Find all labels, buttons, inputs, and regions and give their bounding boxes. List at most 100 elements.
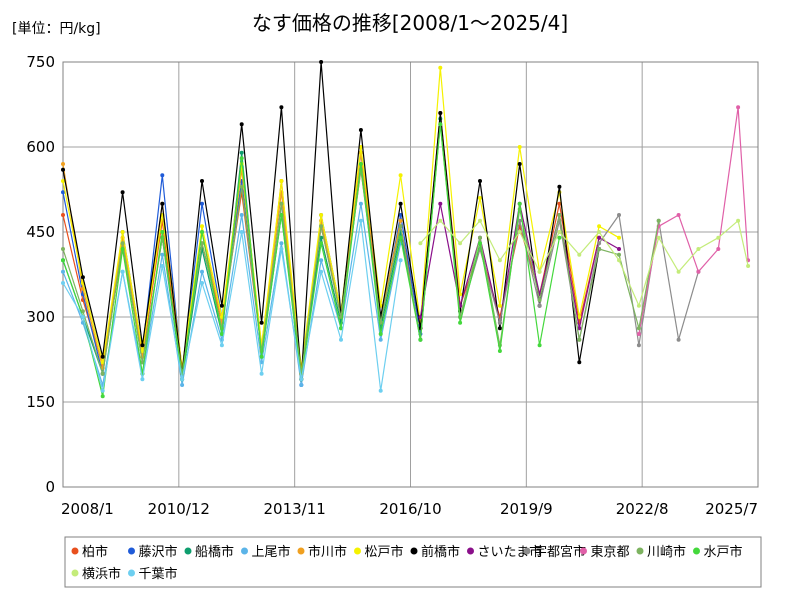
legend-item: 松戸市 — [354, 544, 404, 560]
x-tick-label: 2019/9 — [500, 500, 553, 518]
data-point — [438, 111, 443, 115]
legend-marker — [241, 547, 248, 555]
legend-marker — [467, 547, 474, 555]
x-axis: 2008/1 2010/12 2013/11 2016/10 2019/9 2022/8 2… — [61, 500, 758, 518]
legend-item: 川崎市 — [636, 544, 686, 560]
data-point — [478, 235, 482, 240]
legend-label: さいたま市 — [478, 544, 543, 560]
legend-label: 宇都宮市 — [534, 544, 586, 560]
legend-item: 横浜市 — [71, 566, 121, 582]
series-group — [636, 105, 751, 336]
legend-label: 船橋市 — [195, 544, 234, 560]
data-point — [656, 235, 661, 240]
data-point — [279, 179, 284, 183]
data-point — [160, 252, 165, 257]
data-point — [100, 388, 105, 393]
y-tick-label: 150 — [26, 393, 55, 411]
legend-label: 川崎市 — [647, 544, 686, 560]
data-point — [418, 337, 423, 342]
data-point — [497, 349, 502, 353]
data-point — [617, 252, 621, 257]
data-point — [319, 269, 324, 274]
series-line — [62, 124, 560, 397]
data-point — [319, 60, 324, 64]
data-point — [398, 224, 403, 229]
data-point — [61, 179, 65, 183]
data-point — [319, 224, 324, 229]
data-point — [200, 230, 204, 234]
data-point — [219, 303, 224, 308]
legend-item: 前橋市 — [410, 544, 460, 560]
legend-marker — [523, 547, 531, 555]
data-point — [577, 326, 582, 331]
data-point — [636, 326, 641, 331]
data-point — [458, 320, 463, 325]
legend-item: 宇都宮市 — [523, 544, 586, 560]
data-point — [140, 349, 145, 353]
data-point — [636, 303, 641, 308]
data-point — [160, 201, 165, 206]
data-point — [517, 162, 522, 166]
data-point — [676, 269, 681, 274]
data-point — [676, 337, 681, 342]
data-point — [239, 184, 244, 189]
data-point — [597, 224, 602, 229]
series-line — [62, 124, 660, 374]
data-point — [736, 105, 741, 110]
data-point — [696, 247, 701, 251]
data-point — [200, 281, 204, 285]
data-point — [557, 235, 562, 240]
data-point — [398, 258, 403, 263]
data-point — [636, 343, 641, 348]
data-point — [358, 145, 363, 149]
data-point — [418, 315, 423, 319]
data-point — [438, 122, 443, 127]
data-point — [497, 258, 502, 263]
data-point — [398, 218, 403, 223]
data-point — [160, 173, 165, 178]
legend-label: 上尾市 — [252, 544, 291, 560]
legend-label: 横浜市 — [82, 566, 121, 582]
legend-label: 松戸市 — [365, 544, 404, 560]
data-point — [478, 196, 482, 200]
data-point — [617, 235, 621, 240]
data-point — [160, 230, 165, 234]
data-point — [478, 218, 482, 223]
data-point — [259, 354, 264, 359]
data-point — [378, 337, 383, 342]
data-point — [418, 241, 423, 246]
legend-item: 柏市 — [71, 544, 108, 560]
legend-label: 藤沢市 — [139, 544, 178, 560]
data-point — [140, 343, 145, 348]
data-point — [239, 230, 244, 234]
data-point — [100, 354, 105, 359]
legend-marker — [410, 547, 418, 555]
legend-marker — [297, 547, 305, 555]
data-point — [180, 383, 185, 387]
data-point — [358, 218, 363, 223]
data-point — [636, 332, 641, 336]
y-axis: 0 150 300 450 600 750 — [26, 53, 55, 496]
data-point — [378, 332, 383, 336]
x-tick-label: 2008/1 — [61, 500, 114, 518]
data-point — [557, 184, 562, 189]
data-point — [497, 326, 502, 331]
legend-label: 水戸市 — [704, 544, 743, 560]
data-point — [517, 201, 522, 206]
legend-marker — [128, 569, 135, 577]
data-point — [339, 337, 343, 342]
unit-label: [単位：円/kg] — [12, 21, 101, 37]
data-point — [438, 218, 443, 223]
data-point — [438, 65, 443, 70]
data-point — [537, 298, 542, 302]
data-point — [299, 383, 304, 387]
data-point — [319, 241, 324, 246]
data-point — [61, 213, 65, 217]
data-point — [358, 201, 363, 206]
legend-item: 水戸市 — [693, 544, 743, 560]
legend-marker — [354, 547, 361, 555]
data-point — [239, 156, 244, 161]
data-point — [517, 230, 522, 234]
